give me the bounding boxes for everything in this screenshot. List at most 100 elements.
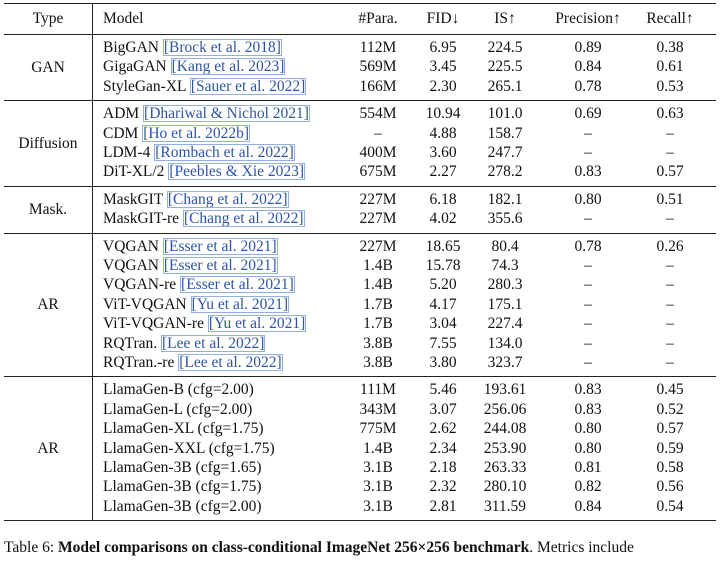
precision-cell: 0.83 [574,381,602,399]
model-cell: LlamaGen-B (cfg=2.00) [103,380,254,399]
model-name: LlamaGen-XL (cfg=1.75) [103,420,264,438]
citation-link[interactable]: [Lee et al. 2022] [161,334,266,352]
caption-title: Model comparisons on class-conditional I… [58,539,530,556]
citation-link[interactable]: [Esser et al. 2021] [162,257,278,274]
type-cell: Mask. [28,200,68,218]
params-cell: 1.7B [363,315,393,333]
is-cell: 193.61 [483,381,527,399]
precision-cell: 0.84 [574,497,602,515]
recall-cell: 0.56 [656,478,684,496]
citation-link[interactable]: [Rombach et al. 2022] [154,144,295,161]
fid-cell: 3.07 [429,400,457,418]
is-cell: 225.5 [487,58,523,76]
citation-link[interactable]: [Brock et al. 2018] [162,39,282,56]
model-cell: GigaGAN [Kang et al. 2023] [103,57,286,76]
fid-cell: 6.95 [429,39,457,56]
model-name: LlamaGen-3B (cfg=1.65) [103,459,262,476]
model-cell: MaskGIT-re [Chang et al. 2022] [103,209,305,228]
precision-cell: – [584,257,592,274]
model-name: DiT-XL/2 [103,163,165,181]
recall-cell: 0.26 [656,237,684,255]
model-name: LlamaGen-L (cfg=2.00) [103,400,253,418]
precision-cell: 0.84 [574,58,602,76]
precision-cell: 0.80 [574,439,602,457]
fid-cell: 3.45 [429,58,457,76]
recall-cell: 0.58 [656,459,684,476]
citation-link[interactable]: [Dhariwal & Nichol 2021] [143,105,310,123]
model-cell: LlamaGen-XL (cfg=1.75) [103,419,264,438]
model-cell: ViT-VQGAN-re [Yu et al. 2021] [103,314,307,333]
recall-cell: 0.63 [656,105,684,123]
fid-cell: 2.62 [429,420,457,438]
precision-cell: – [584,354,592,371]
recall-cell: 0.57 [656,163,684,181]
rule [4,3,716,4]
precision-cell: 0.89 [574,39,602,56]
recall-cell: 0.38 [656,39,684,56]
precision-cell: 0.81 [574,459,602,476]
model-name: LlamaGen-3B (cfg=2.00) [103,497,262,515]
citation-link[interactable]: [Chang et al. 2022] [166,190,289,208]
fid-cell: 4.17 [429,295,457,313]
params-cell: 569M [359,58,397,76]
precision-cell: – [584,315,592,333]
caption-label: Table 6: [4,539,55,556]
params-cell: 227M [359,190,397,208]
is-cell: 280.3 [487,276,523,294]
is-cell: 278.2 [487,163,523,181]
citation-link[interactable]: [Ho et al. 2022b] [142,124,251,142]
header-cell: Recall↑ [646,10,694,27]
header-cell: Type [32,10,64,27]
model-cell: LlamaGen-3B (cfg=1.75) [103,477,262,496]
is-cell: 134.0 [487,334,523,352]
citation-link[interactable]: [Sauer et al. 2022] [189,77,307,95]
recall-cell: – [666,295,674,313]
is-cell: 224.5 [487,39,523,56]
header-cell: Precision↑ [555,10,621,27]
model-cell: VQGAN [Esser et al. 2021] [103,256,278,275]
fid-cell: 18.65 [425,237,461,255]
precision-cell: – [584,334,592,352]
precision-cell: 0.80 [574,420,602,438]
model-name: VQGAN-re [103,276,177,294]
precision-cell: 0.80 [574,190,602,208]
model-name: MaskGIT [103,190,163,208]
rule [4,232,716,234]
recall-cell: 0.54 [656,497,684,515]
caption: Table 6: Model comparisons on class-cond… [4,539,634,557]
model-name: RQTran. [103,334,158,352]
model-name: ADM [103,105,140,123]
recall-cell: 0.52 [656,400,684,418]
model-name: RQTran.-re [103,354,175,371]
params-cell: 400M [359,144,397,161]
params-cell: 775M [359,420,397,438]
model-cell: VQGAN [Esser et al. 2021] [103,237,278,256]
citation-link[interactable]: [Kang et al. 2023] [170,58,286,76]
citation-link[interactable]: [Lee et al. 2022] [178,354,283,371]
recall-cell: 0.61 [656,58,684,76]
citation-link[interactable]: [Peebles & Xie 2023] [168,163,306,181]
params-cell: 227M [359,237,397,255]
is-cell: 247.7 [487,144,523,161]
citation-link[interactable]: [Esser et al. 2021] [180,276,295,294]
model-cell: BigGAN [Brock et al. 2018] [103,38,282,57]
recall-cell: – [666,334,674,352]
rule [4,34,716,35]
citation-link[interactable]: [Esser et al. 2021] [162,237,278,255]
fid-cell: 10.94 [425,105,461,123]
is-cell: 311.59 [483,497,527,515]
fid-cell: 2.27 [429,163,457,181]
citation-link[interactable]: [Yu et al. 2021] [190,295,290,313]
fid-cell: 2.30 [429,77,457,95]
recall-cell: – [666,276,674,294]
citation-link[interactable]: [Yu et al. 2021] [207,315,307,333]
params-cell: 3.1B [363,497,393,515]
model-name: GigaGAN [103,58,167,76]
citation-link[interactable]: [Chang et al. 2022] [182,210,305,228]
is-cell: 80.4 [491,237,519,255]
type-cell: AR [37,296,59,313]
params-cell: 343M [359,400,397,418]
model-cell: LlamaGen-3B (cfg=2.00) [103,497,262,516]
model-name: LDM-4 [103,144,151,161]
